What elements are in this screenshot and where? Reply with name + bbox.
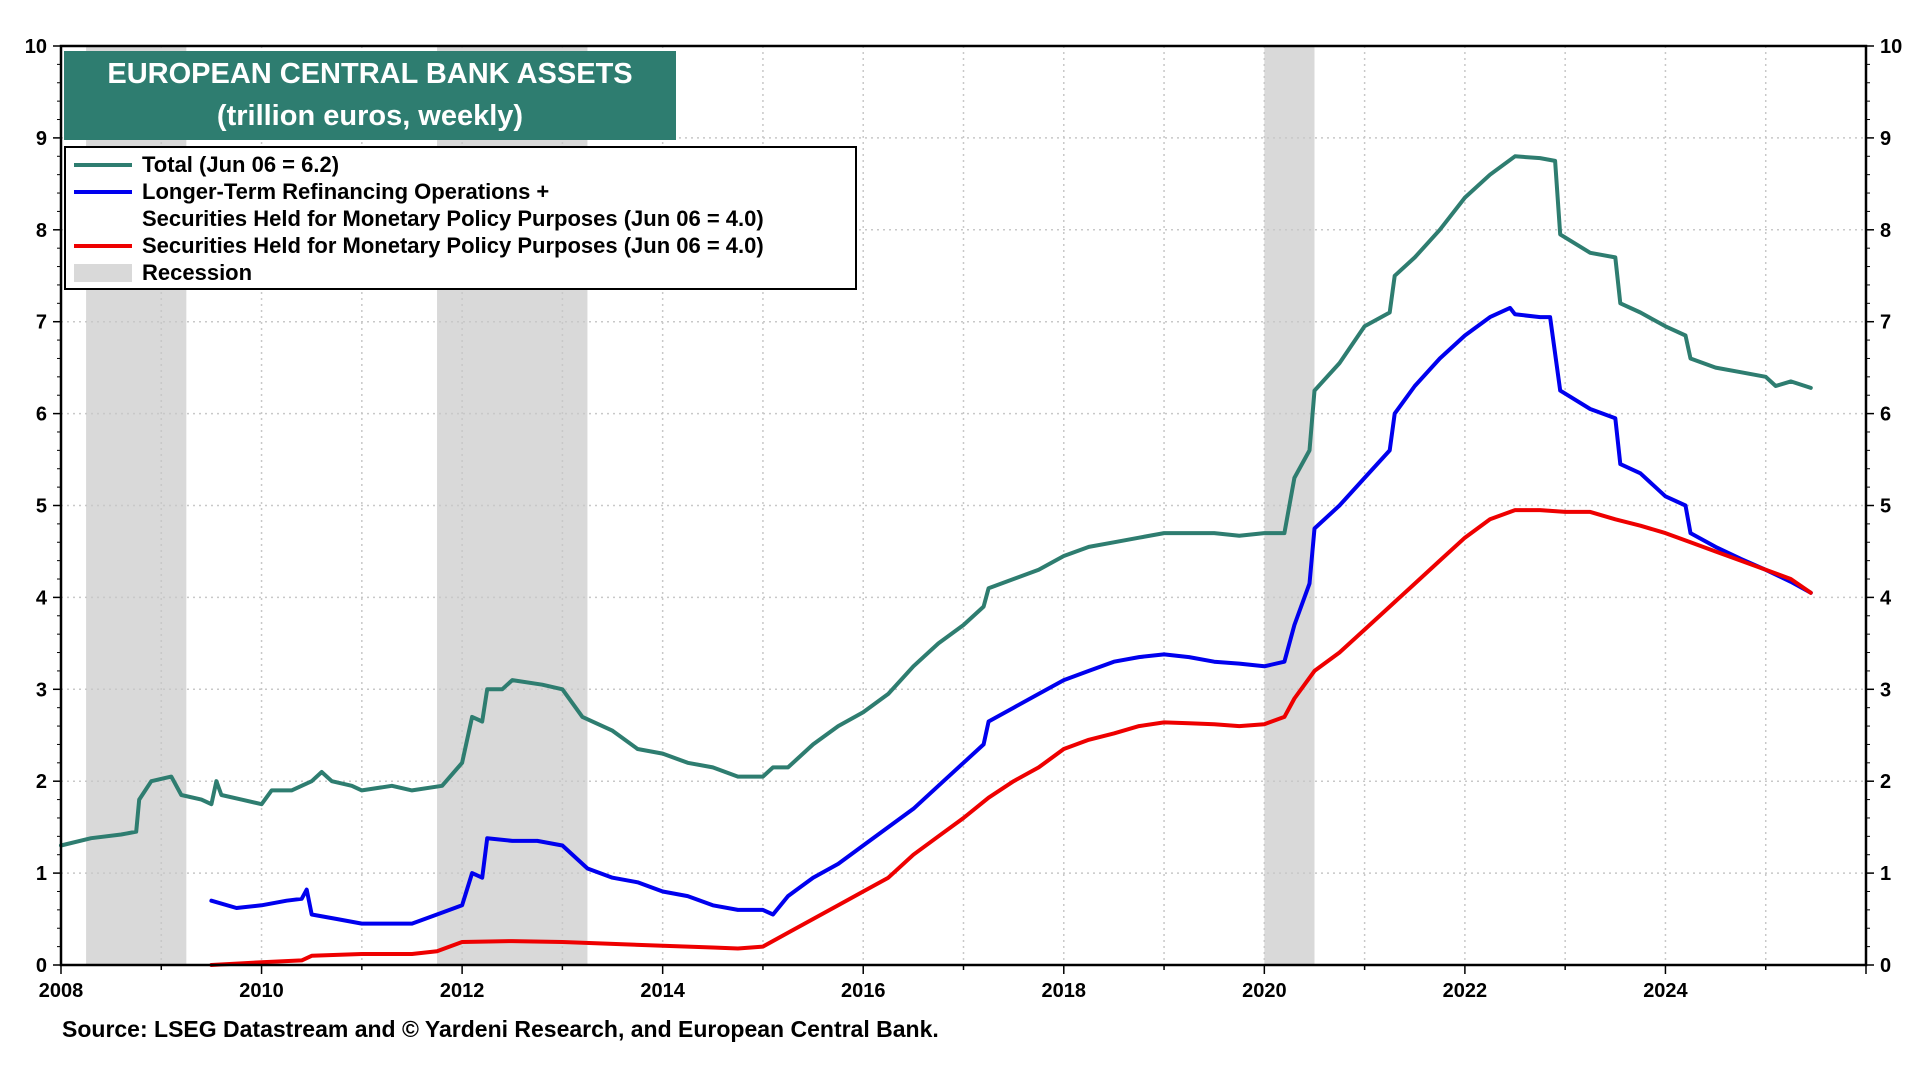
series-ltro-securities [209,305,1813,926]
series-lines [59,154,1813,967]
legend-swatch-ltro-securities [74,189,132,194]
y-tick-label-right-1: 1 [1880,863,1891,885]
source-note: Source: LSEG Datastream and © Yardeni Re… [62,1016,939,1042]
chart-title-box: EUROPEAN CENTRAL BANK ASSETS (trillion e… [64,51,676,140]
y-tick-label-right-2: 2 [1880,771,1891,793]
y-tick-label-right-7: 7 [1880,312,1891,334]
y-tick-label-left-10: 10 [25,36,47,58]
legend: Total (Jun 06 = 6.2) Longer-Term Refinan… [64,146,857,290]
y-tick-label-right-8: 8 [1880,220,1891,242]
legend-swatch-securities [74,243,132,248]
legend-label-ltro-securities: Longer-Term Refinancing Operations + [142,179,550,204]
y-tick-label-right-9: 9 [1880,128,1891,150]
x-tick-label-2016: 2016 [841,980,886,1002]
legend-item-securities: Securities Held for Monetary Policy Purp… [74,232,764,259]
y-tick-label-left-2: 2 [36,771,47,793]
x-tick-label-2020: 2020 [1242,980,1287,1002]
y-tick-label-right-10: 10 [1880,36,1902,58]
y-tick-label-left-8: 8 [36,220,47,242]
x-tick-label-2022: 2022 [1443,980,1488,1002]
chart-subtitle: (trillion euros, weekly) [216,100,524,132]
y-tick-label-left-0: 0 [36,955,47,977]
y-tick-label-left-3: 3 [36,679,47,701]
series-securities [209,508,1813,967]
legend-swatch-recession [74,263,132,282]
y-tick-label-right-6: 6 [1880,404,1891,426]
y-tick-label-left-7: 7 [36,312,47,334]
legend-item-total: Total (Jun 06 = 6.2) [74,151,339,178]
y-tick-label-right-3: 3 [1880,679,1891,701]
y-tick-label-left-4: 4 [36,587,48,609]
y-tick-label-right-0: 0 [1880,955,1891,977]
legend-swatch-total [74,162,132,167]
legend-item-recession: Recession [74,259,252,286]
x-tick-label-2018: 2018 [1042,980,1087,1002]
legend-label-ltro-securities-line2: Securities Held for Monetary Policy Purp… [142,206,764,231]
y-tick-label-left-5: 5 [36,496,47,518]
x-tick-label-2024: 2024 [1643,980,1688,1002]
x-tick-label-2012: 2012 [440,980,485,1002]
y-tick-label-right-5: 5 [1880,496,1891,518]
legend-item-ltro-securities-line2: Securities Held for Monetary Policy Purp… [142,205,764,232]
x-tick-label-2008: 2008 [39,980,84,1002]
x-tick-label-2014: 2014 [640,980,685,1002]
series-total [59,154,1813,848]
y-tick-label-left-6: 6 [36,404,47,426]
legend-item-ltro-securities: Longer-Term Refinancing Operations + [74,178,549,205]
y-tick-label-left-9: 9 [36,128,47,150]
x-tick-label-2010: 2010 [239,980,284,1002]
y-tick-label-right-4: 4 [1880,587,1892,609]
legend-label-recession: Recession [142,260,253,285]
chart-title: EUROPEAN CENTRAL BANK ASSETS [107,58,633,90]
axis-ticks: 2008 2010 2012 2014 2016 2018 2020 2022 2024 0 0 1 1… [25,36,1903,1002]
legend-label-total: Total (Jun 06 = 6.2) [142,152,340,177]
legend-label-securities: Securities Held for Monetary Policy Purp… [142,233,764,258]
y-tick-label-left-1: 1 [36,863,47,885]
